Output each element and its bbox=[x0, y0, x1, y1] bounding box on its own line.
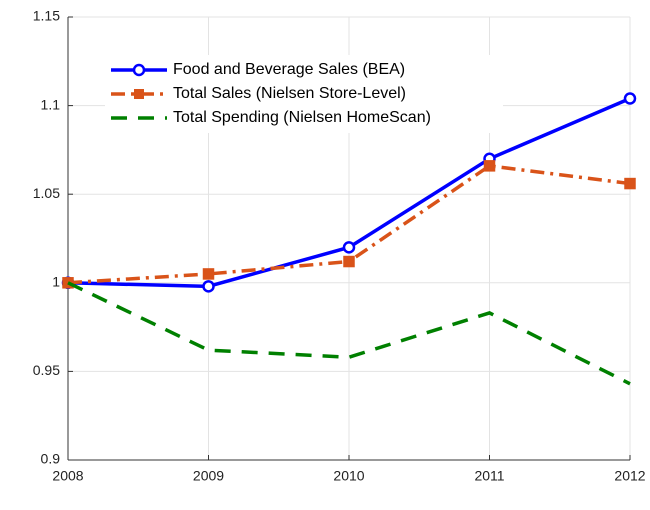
legend-box bbox=[105, 55, 503, 133]
marker bbox=[342, 241, 356, 254]
marker bbox=[343, 255, 355, 268]
marker bbox=[202, 268, 215, 280]
series-line bbox=[67, 281, 631, 386]
legend-label: Total Sales (Nielsen Store-Level) bbox=[173, 85, 406, 102]
y-tick-label: 1.1 bbox=[41, 96, 61, 112]
y-tick-label: 0.95 bbox=[33, 362, 60, 378]
marker bbox=[624, 177, 636, 190]
legend-label: Total Spending (Nielsen HomeScan) bbox=[173, 109, 431, 126]
marker bbox=[623, 92, 637, 105]
y-tick-label: 1.05 bbox=[33, 185, 60, 201]
y-tick-label: 1 bbox=[52, 274, 60, 290]
x-tick-label: 2009 bbox=[193, 468, 224, 484]
x-tick-label: 2012 bbox=[614, 468, 645, 484]
y-tick-label: 1.15 bbox=[33, 8, 60, 24]
x-tick-label: 2010 bbox=[333, 468, 364, 484]
legend-marker bbox=[134, 89, 144, 99]
y-tick-label: 0.9 bbox=[41, 451, 61, 467]
x-tick-label: 2011 bbox=[474, 468, 504, 484]
legend-marker bbox=[132, 63, 146, 77]
marker bbox=[202, 280, 215, 293]
legend-label: Food and Beverage Sales (BEA) bbox=[173, 61, 405, 78]
marker bbox=[483, 160, 496, 172]
x-tick-label: 2008 bbox=[52, 468, 83, 484]
